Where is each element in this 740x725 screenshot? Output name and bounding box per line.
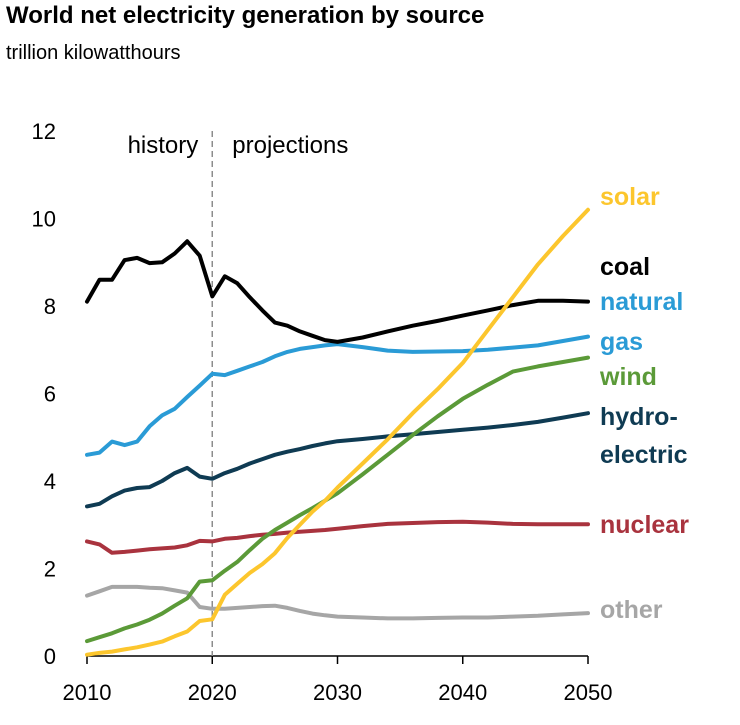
- series-line-hydroelectric: [85, 411, 590, 509]
- series-label-coal: coal: [600, 253, 650, 281]
- series-line-natural-gas: [85, 334, 590, 457]
- series-line-solar: [85, 207, 590, 657]
- x-tick-label: 2030: [313, 680, 362, 705]
- series-label-wind: wind: [599, 363, 657, 391]
- history-label: history: [128, 132, 199, 159]
- series-label-solar: solar: [600, 183, 660, 211]
- y-tick-label: 10: [32, 207, 56, 232]
- series-label-hydroelectric: hydro-: [600, 403, 678, 431]
- y-tick-label: 2: [44, 557, 56, 582]
- series-line-nuclear: [85, 519, 590, 555]
- x-tick-label: 2020: [188, 680, 237, 705]
- y-tick-label: 8: [44, 294, 56, 319]
- series-line-other: [85, 584, 590, 621]
- series-line-wind: [85, 355, 590, 644]
- y-tick-label: 12: [32, 119, 56, 144]
- y-tick-label: 4: [44, 469, 56, 494]
- chart-subtitle: trillion kilowatthours: [6, 42, 181, 64]
- series-label-hydroelectric: electric: [600, 441, 688, 469]
- series-label-natural-gas: gas: [600, 328, 643, 356]
- series-label-natural-gas: natural: [600, 288, 683, 316]
- series-label-nuclear: nuclear: [600, 511, 689, 539]
- chart-title: World net electricity generation by sour…: [6, 2, 485, 29]
- series-line-coal: [85, 239, 590, 344]
- y-tick-label: 6: [44, 382, 56, 407]
- x-tick-label: 2010: [63, 680, 112, 705]
- x-tick-label: 2050: [564, 680, 613, 705]
- projections-label: projections: [232, 132, 348, 159]
- series-label-other: other: [600, 596, 663, 624]
- x-tick-label: 2040: [438, 680, 487, 705]
- y-tick-label: 0: [44, 644, 56, 669]
